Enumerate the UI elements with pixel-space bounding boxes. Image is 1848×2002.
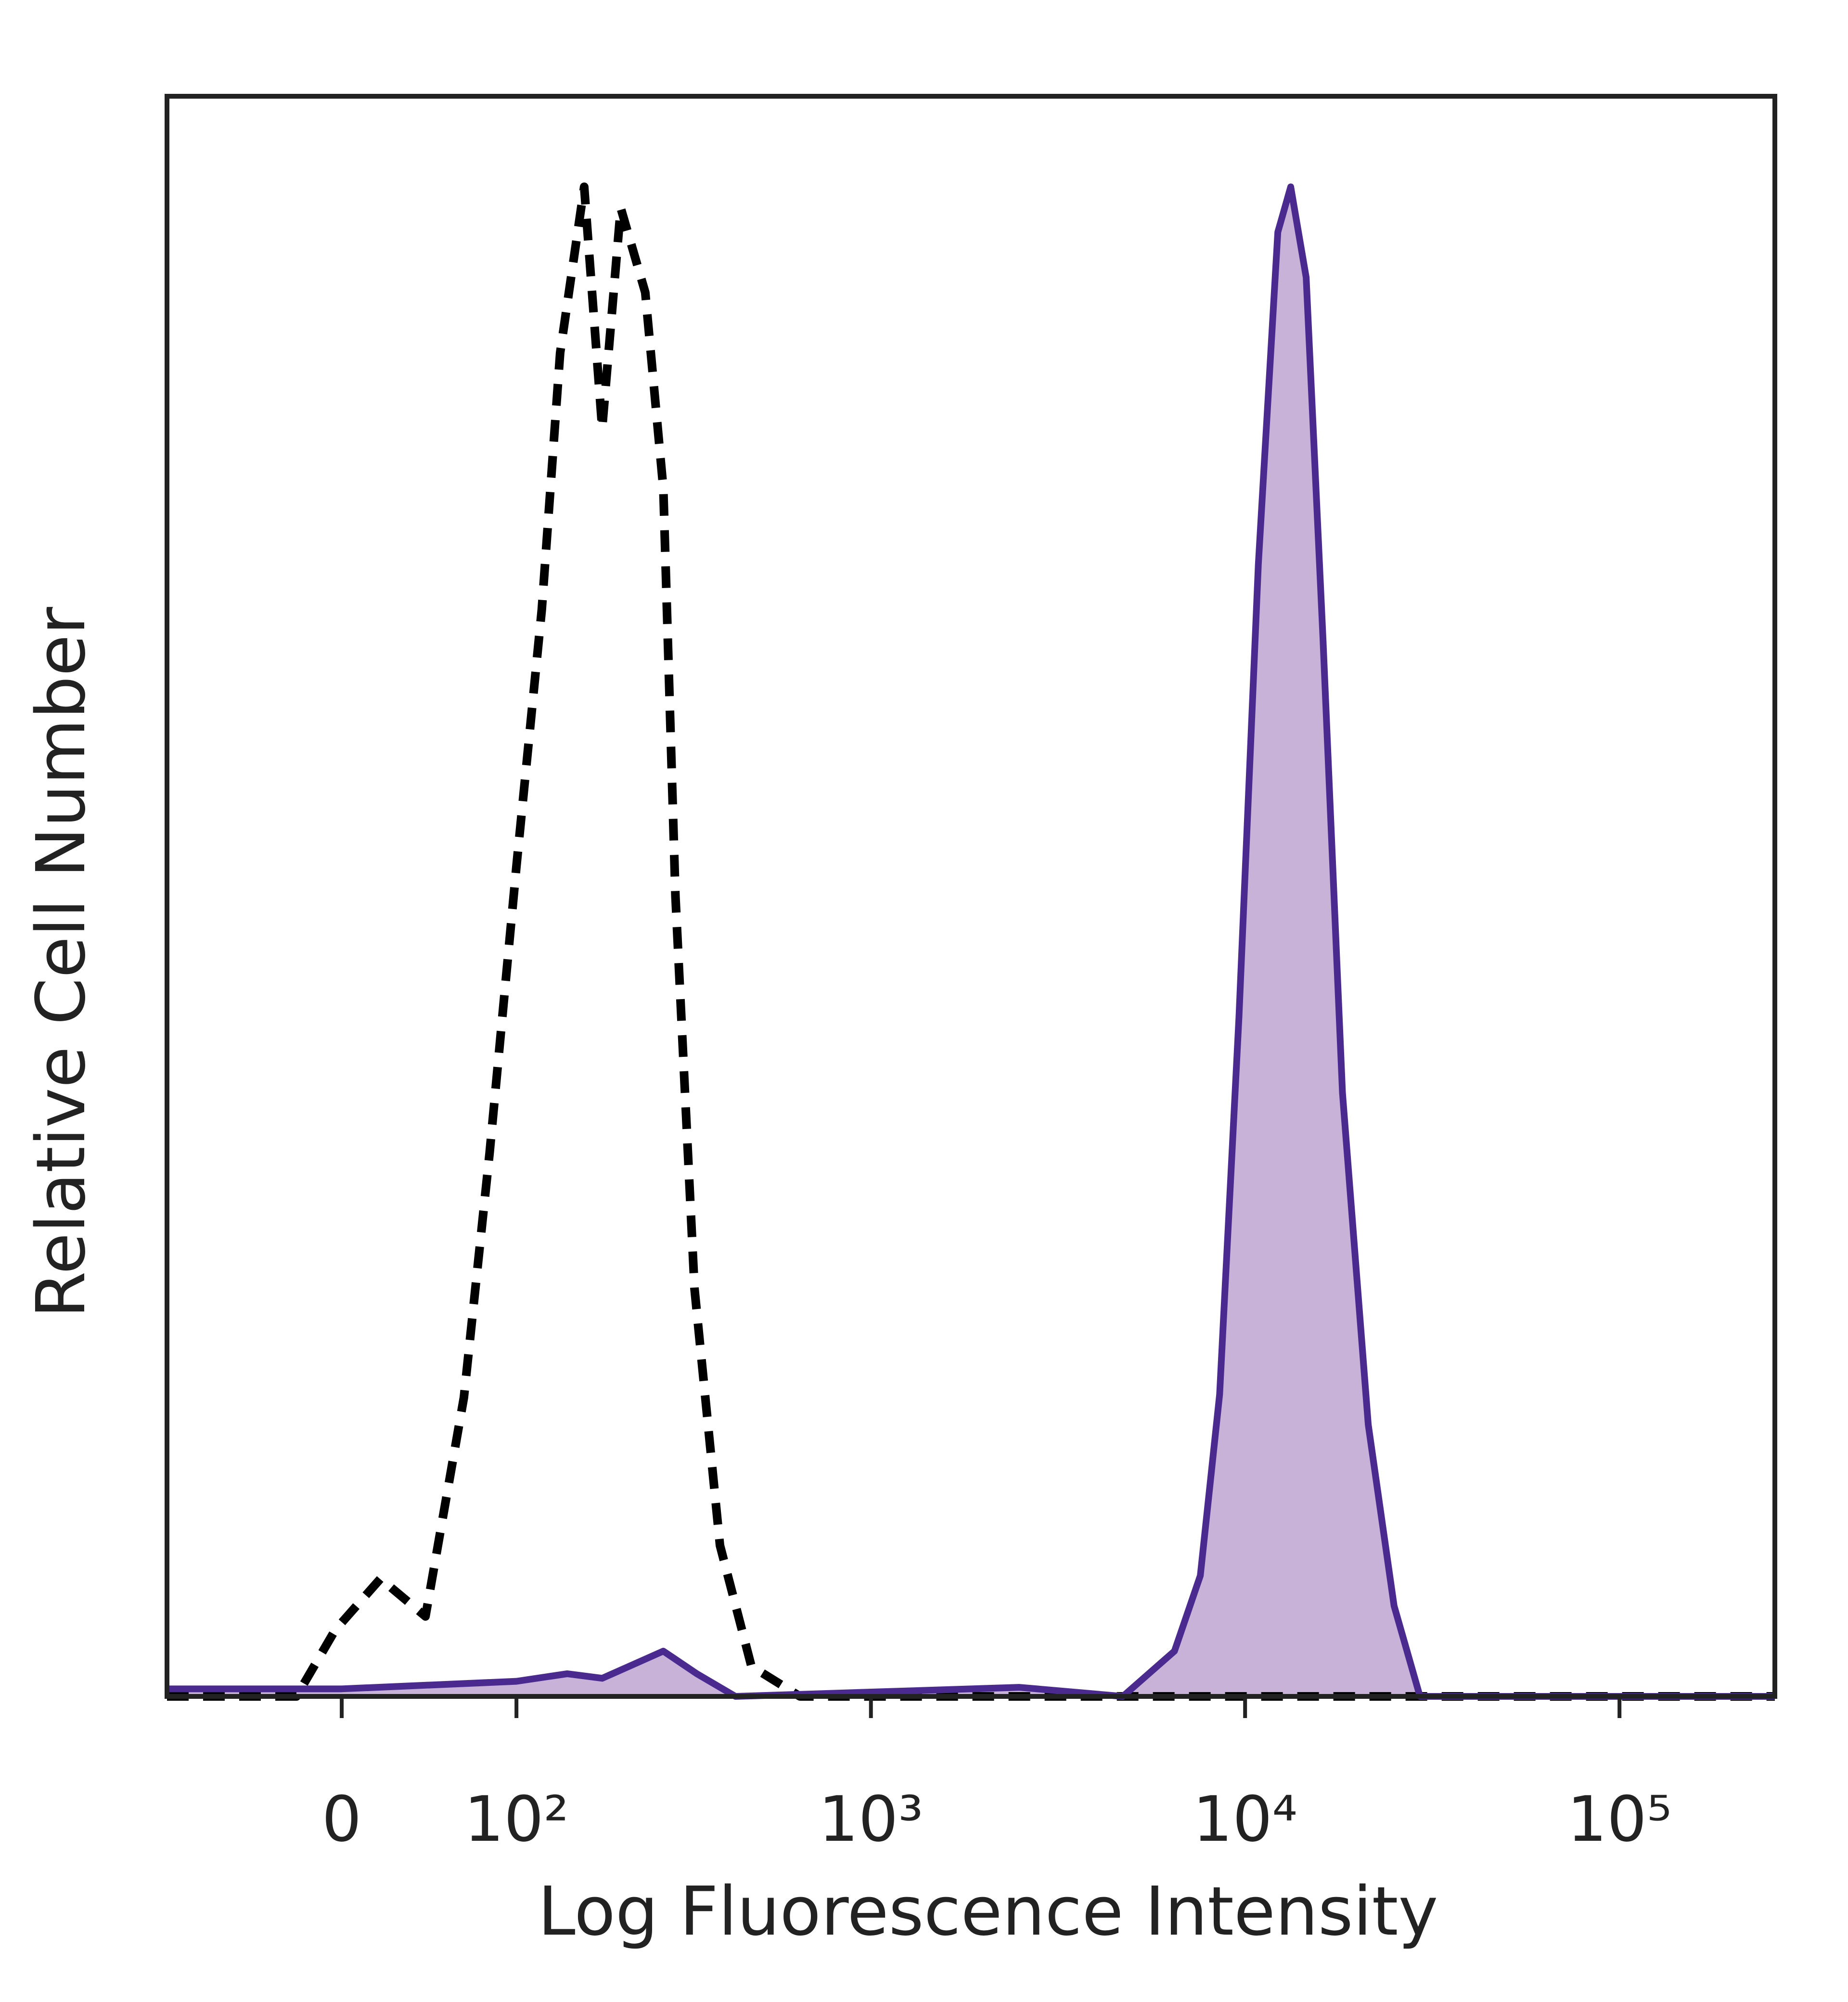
x-axis-title: Log Fluorescence Intensity: [538, 1873, 1438, 1951]
line: [167, 182, 1775, 1701]
area: [167, 187, 1775, 1697]
x-tick-label: 10⁴: [1193, 1783, 1297, 1856]
line: [167, 183, 1775, 1700]
x-tick-label: 10²: [464, 1783, 569, 1856]
x-tick-label: 0: [322, 1783, 362, 1856]
x-tick-label: 10⁵: [1567, 1783, 1672, 1856]
x-tick-label: 10³: [819, 1783, 924, 1856]
y-axis-title: Relative Cell Number: [22, 607, 101, 1318]
plot-frame: [165, 94, 1777, 1699]
